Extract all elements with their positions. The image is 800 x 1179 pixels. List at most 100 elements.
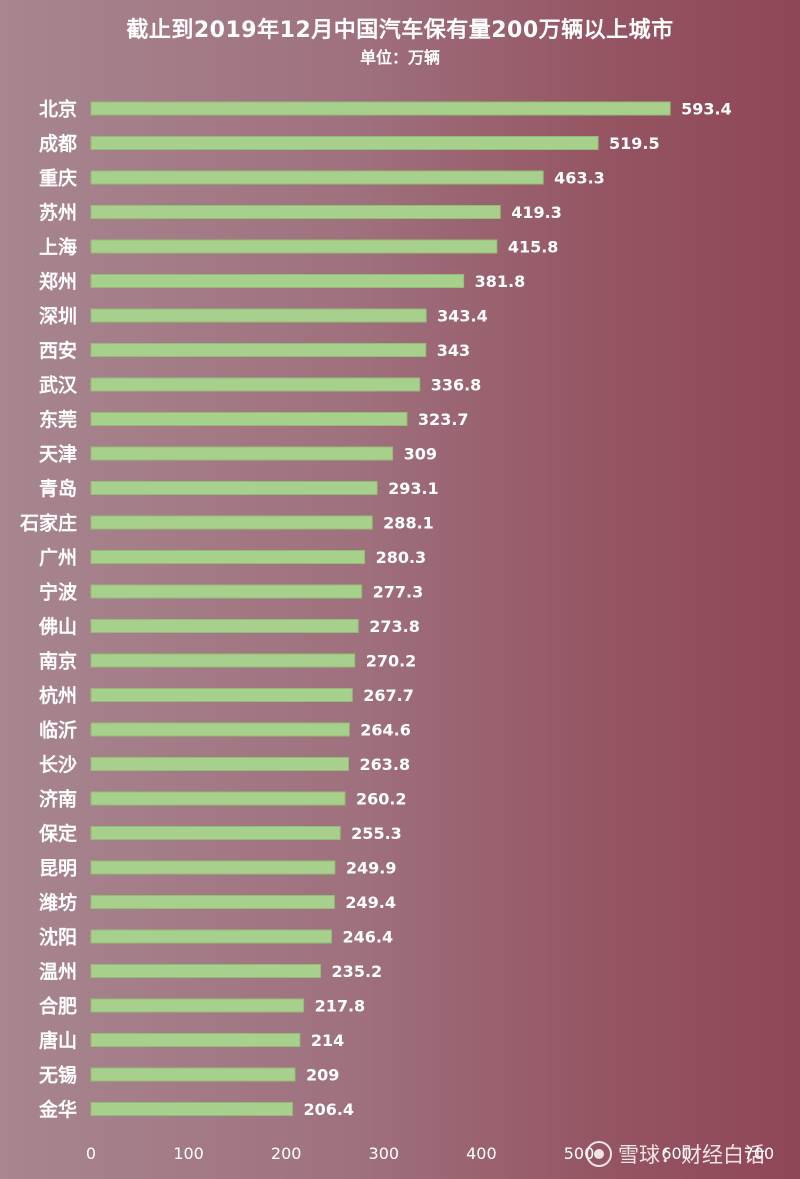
- snowball-logo-icon: [586, 1141, 612, 1167]
- value-label: 260.2: [356, 790, 407, 809]
- value-label: 309: [404, 445, 437, 464]
- bar: [90, 619, 359, 633]
- value-label: 419.3: [511, 203, 562, 222]
- bar: [90, 998, 305, 1013]
- bar: [90, 446, 394, 461]
- category-label: 佛山: [38, 615, 77, 638]
- category-label: 宁波: [39, 581, 78, 604]
- category-label: 唐山: [39, 1029, 77, 1052]
- value-label: 267.7: [363, 686, 414, 705]
- value-label: 280.3: [376, 548, 427, 567]
- bar: [90, 481, 378, 495]
- value-label: 415.8: [508, 238, 559, 257]
- value-label: 336.8: [431, 376, 482, 395]
- watermark-text: 雪球：财经白话: [618, 1143, 765, 1167]
- category-label: 济南: [39, 788, 77, 811]
- category-label: 天津: [39, 443, 77, 466]
- category-label: 杭州: [39, 684, 77, 707]
- category-label: 临沂: [39, 719, 77, 742]
- bar: [90, 1033, 301, 1047]
- bar: [90, 584, 363, 599]
- category-label: 保定: [38, 822, 77, 845]
- x-tick-label: 700: [744, 1144, 775, 1163]
- category-label: 深圳: [39, 305, 77, 328]
- value-label: 343.4: [437, 307, 488, 326]
- category-label: 石家庄: [19, 512, 77, 535]
- bar: [90, 757, 349, 771]
- category-label: 长沙: [39, 754, 77, 776]
- value-label: 209: [306, 1066, 339, 1085]
- value-label: 593.4: [681, 100, 732, 119]
- category-label: 郑州: [39, 271, 77, 293]
- category-label: 潍坊: [38, 891, 77, 914]
- watermark: 雪球：财经白话: [586, 1139, 765, 1169]
- x-tick-label: 200: [271, 1144, 302, 1163]
- category-label: 南京: [39, 650, 77, 673]
- category-label: 金华: [38, 1098, 77, 1121]
- bar: [90, 653, 356, 668]
- value-label: 381.8: [475, 272, 526, 291]
- category-label: 青岛: [39, 477, 77, 500]
- value-label: 323.7: [418, 410, 469, 429]
- bar: [90, 791, 346, 806]
- bar: [90, 170, 544, 185]
- value-label: 463.3: [554, 169, 605, 188]
- x-tick-label: 300: [369, 1144, 400, 1163]
- category-label: 成都: [39, 132, 77, 155]
- chart-title: 截止到2019年12月中国汽车保有量200万辆以上城市: [126, 18, 674, 43]
- bar: [90, 515, 373, 530]
- category-label: 昆明: [39, 858, 77, 880]
- bar: [90, 1067, 296, 1082]
- category-label: 无锡: [39, 1064, 77, 1087]
- value-label: 249.9: [346, 859, 397, 878]
- value-label: 255.3: [351, 824, 402, 843]
- value-label: 246.4: [342, 928, 393, 947]
- value-label: 206.4: [303, 1100, 354, 1119]
- value-label: 288.1: [383, 514, 434, 533]
- value-label: 249.4: [345, 893, 396, 912]
- value-label: 264.6: [360, 721, 411, 740]
- bar: [90, 308, 427, 323]
- category-label: 上海: [39, 236, 77, 259]
- x-tick-label: 600: [661, 1144, 692, 1163]
- category-label: 温州: [39, 961, 77, 983]
- bar: [90, 895, 335, 909]
- category-label: 东莞: [39, 408, 77, 431]
- value-label: 235.2: [332, 962, 383, 981]
- bar: [90, 239, 498, 254]
- bar: [90, 964, 322, 978]
- x-tick-label: 100: [173, 1144, 204, 1163]
- value-label: 293.1: [388, 479, 439, 498]
- category-label: 西安: [39, 339, 77, 362]
- bar: [90, 550, 366, 564]
- bar: [90, 929, 332, 944]
- bar: [90, 860, 336, 875]
- category-label: 合肥: [39, 995, 77, 1018]
- value-label: 519.5: [609, 134, 660, 153]
- bar: [90, 688, 353, 702]
- value-label: 273.8: [369, 617, 420, 636]
- category-label: 重庆: [39, 167, 77, 190]
- bar: [90, 377, 421, 392]
- category-label: 苏州: [39, 201, 77, 224]
- bar: [90, 722, 350, 737]
- category-label: 北京: [39, 98, 77, 121]
- bar: [90, 826, 341, 840]
- x-tick-label: 400: [466, 1144, 497, 1163]
- value-label: 270.2: [366, 652, 417, 671]
- bar: [90, 205, 501, 219]
- category-label: 武汉: [39, 375, 78, 397]
- value-label: 263.8: [359, 755, 410, 774]
- bar: [90, 136, 599, 150]
- category-label: 沈阳: [39, 926, 77, 949]
- bar: [90, 1102, 293, 1116]
- x-tick-label: 0: [86, 1144, 96, 1163]
- bar: [90, 343, 427, 357]
- value-label: 217.8: [315, 997, 366, 1016]
- bar: [90, 412, 408, 426]
- value-label: 277.3: [373, 583, 424, 602]
- value-label: 343: [437, 341, 470, 360]
- bar: [90, 274, 465, 288]
- value-label: 214: [311, 1031, 344, 1050]
